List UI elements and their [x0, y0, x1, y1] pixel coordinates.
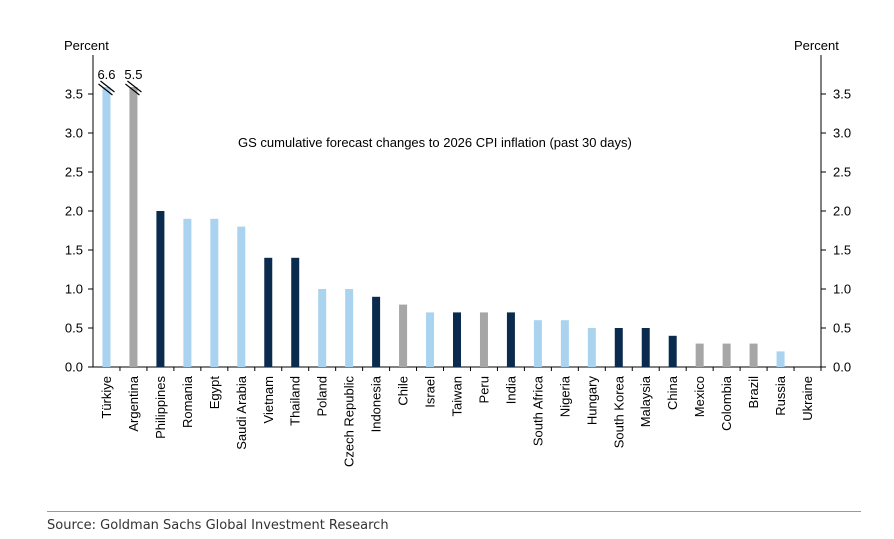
- bar: [372, 296, 381, 367]
- bar: [560, 320, 569, 367]
- category-label: Peru: [476, 376, 491, 403]
- axes: 0.0 0.0 0.5 0.5 1.0 1.0 1.5 1.5 2.0 2.0 2.5 2.5 3.0 3…: [65, 55, 851, 375]
- bar: [345, 289, 354, 367]
- category-label: Czech Republic: [342, 376, 357, 468]
- category-label: South Africa: [530, 375, 545, 446]
- y-tick-label-left: 3.0: [65, 126, 83, 141]
- chart-title: GS cumulative forecast changes to 2026 C…: [238, 135, 632, 150]
- bar: [776, 351, 785, 367]
- bar: [533, 320, 542, 367]
- bar: [641, 328, 650, 367]
- category-label: Taiwan: [450, 376, 465, 416]
- bar: [318, 289, 327, 367]
- y-tick-label-left: 3.5: [65, 87, 83, 102]
- bar: [614, 328, 623, 367]
- bar: [156, 211, 165, 367]
- y-tick-label-right: 0.5: [833, 321, 851, 336]
- axis-break-mark: [100, 80, 115, 93]
- y-tick-label-right: 3.0: [833, 126, 851, 141]
- category-label: Poland: [315, 376, 330, 416]
- bar-chart: Percent Percent GS cumulative forecast c…: [64, 38, 851, 467]
- y-tick-label-left: 2.5: [65, 165, 83, 180]
- y-tick-label-left: 0.0: [65, 360, 83, 375]
- bar: [749, 343, 758, 367]
- category-label: India: [503, 375, 518, 404]
- axis-break-mark: [127, 80, 142, 93]
- bar: [453, 312, 461, 367]
- category-label: Vietnam: [261, 376, 276, 423]
- category-label: Malaysia: [638, 375, 653, 427]
- category-label: Hungary: [584, 376, 599, 426]
- y-tick-label-right: 3.5: [833, 87, 851, 102]
- y-axis-label-left: Percent: [64, 38, 109, 53]
- category-label: Israel: [423, 376, 438, 408]
- bar: [722, 343, 731, 367]
- category-label: China: [665, 375, 680, 410]
- bar: [399, 304, 408, 367]
- bar: [506, 312, 515, 367]
- y-tick-label-right: 0.0: [833, 360, 851, 375]
- data-label: 5.5: [124, 67, 142, 82]
- bar: [426, 312, 435, 367]
- category-label: Mexico: [692, 376, 707, 417]
- y-tick-label-right: 2.5: [833, 165, 851, 180]
- bar: [210, 218, 219, 367]
- y-tick-label-right: 2.0: [833, 204, 851, 219]
- axis-break-mark: [98, 83, 113, 96]
- bar: [102, 87, 111, 367]
- category-label: Nigeria: [557, 375, 572, 417]
- category-label: Brazil: [746, 376, 761, 409]
- source-divider: [47, 511, 861, 512]
- y-tick-label-left: 2.0: [65, 204, 83, 219]
- bar: [237, 226, 246, 367]
- category-label: Türkiye: [99, 376, 114, 419]
- bar: [668, 335, 677, 367]
- bar: [587, 328, 596, 367]
- y-tick-label-right: 1.0: [833, 282, 851, 297]
- category-labels: Türkiye Argentina Philippines Romania Egypt S…: [99, 375, 815, 467]
- bar: [479, 312, 488, 367]
- category-label: Ukraine: [800, 376, 815, 421]
- bar: [695, 343, 704, 367]
- category-label: Indonesia: [369, 375, 384, 432]
- bars: 6.6 5.5: [97, 67, 785, 367]
- data-label: 6.6: [97, 67, 115, 82]
- bar: [183, 218, 192, 367]
- bar: [129, 87, 138, 367]
- category-label: Chile: [396, 376, 411, 406]
- category-label: Saudi Arabia: [234, 375, 249, 449]
- axis-break-mark: [125, 83, 140, 96]
- y-tick-label-left: 1.0: [65, 282, 83, 297]
- category-label: Colombia: [719, 375, 734, 431]
- category-label: South Korea: [611, 375, 626, 448]
- y-axis-label-right: Percent: [794, 38, 839, 53]
- category-label: Russia: [773, 375, 788, 416]
- category-label: Egypt: [207, 376, 222, 410]
- category-label: Argentina: [126, 375, 141, 431]
- bar: [291, 257, 300, 367]
- y-tick-label-left: 1.5: [65, 243, 83, 258]
- category-label: Romania: [180, 375, 195, 428]
- y-tick-label-left: 0.5: [65, 321, 83, 336]
- source-note: Source: Goldman Sachs Global Investment …: [47, 518, 389, 533]
- category-label: Philippines: [153, 376, 168, 439]
- y-tick-label-right: 1.5: [833, 243, 851, 258]
- bar: [264, 257, 273, 367]
- category-label: Thailand: [288, 376, 303, 426]
